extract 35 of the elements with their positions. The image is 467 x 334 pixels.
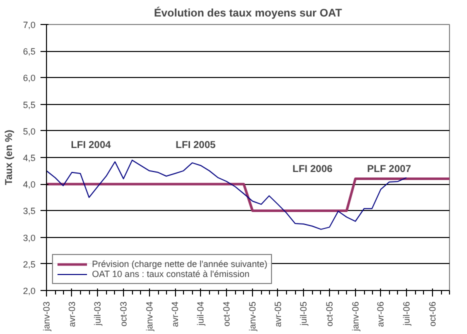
x-tick-label: juil-06 xyxy=(401,301,412,327)
x-tick-label: janv-06 xyxy=(350,301,360,332)
annotation: LFI 2006 xyxy=(292,164,333,175)
x-tick-label: juil-03 xyxy=(92,301,103,327)
x-tick-label: janv-04 xyxy=(144,301,154,332)
x-tick-label: avr-05 xyxy=(272,301,283,328)
y-tick-label: 3,0 xyxy=(22,232,36,243)
x-tick-label: oct-04 xyxy=(222,302,232,327)
x-tick-label: juil-04 xyxy=(196,301,206,327)
legend-label: OAT 10 ans : taux constaté à l'émission xyxy=(92,269,250,279)
x-tick-label: juil-05 xyxy=(298,301,309,327)
y-axis-title: Taux (en %) xyxy=(4,130,15,186)
x-tick-label: janv-03 xyxy=(42,301,52,332)
x-tick-label: avr-03 xyxy=(66,301,77,328)
y-tick-label: 4,5 xyxy=(22,153,36,163)
x-tick-label: janv-05 xyxy=(248,301,258,332)
y-tick-label: 3,5 xyxy=(22,206,36,216)
y-tick-label: 5,5 xyxy=(22,100,36,110)
x-tick-label: oct-05 xyxy=(324,302,334,327)
y-tick-label: 4,0 xyxy=(22,180,36,190)
y-tick-label: 6,0 xyxy=(22,73,36,84)
y-tick-label: 7,0 xyxy=(22,20,36,30)
annotation: LFI 2004 xyxy=(70,140,112,151)
legend-label: Prévision (charge nette de l'année suivante) xyxy=(92,259,268,269)
x-tick-label: oct-03 xyxy=(118,302,128,327)
y-tick-label: 6,5 xyxy=(22,46,36,57)
annotation: PLF 2007 xyxy=(367,164,412,175)
x-tick-label: oct-06 xyxy=(427,302,438,327)
y-tick-label: 2,5 xyxy=(22,259,36,270)
y-tick-label: 2,0 xyxy=(22,286,36,296)
y-tick-label: 5,0 xyxy=(22,126,36,136)
x-tick-label: avr-04 xyxy=(170,301,180,328)
annotation: LFI 2005 xyxy=(176,140,216,151)
chart-title: Évolution des taux moyens sur OAT xyxy=(154,6,342,20)
x-tick-label: avr-06 xyxy=(376,301,386,328)
